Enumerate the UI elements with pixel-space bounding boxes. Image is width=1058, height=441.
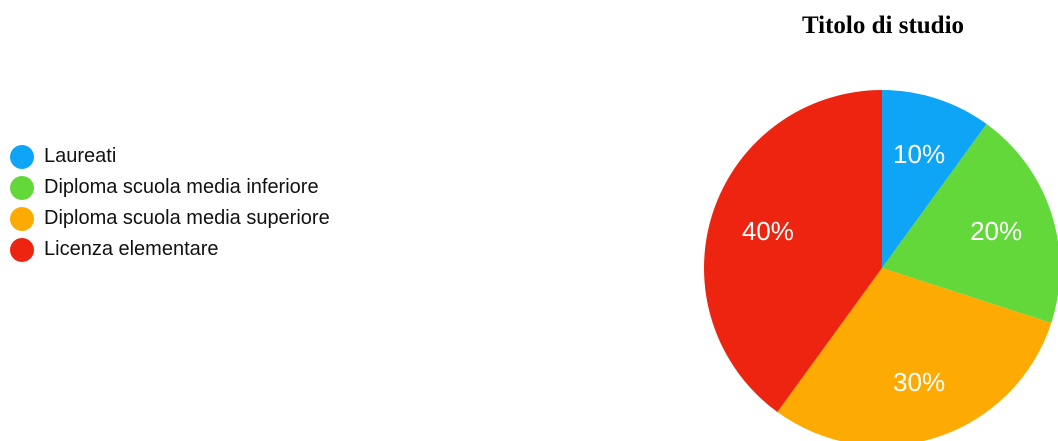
legend-swatch-laureati [10,144,34,169]
legend-label-licenza-elementare: Licenza elementare [44,238,219,260]
legend-swatch-diploma-inferiore [10,175,34,200]
legend-item-diploma-inferiore: Diploma scuola media inferiore [10,172,330,203]
chart-title: Titolo di studio [801,12,965,39]
legend: Laureati Diploma scuola media inferiore … [10,141,330,265]
pie-slice-licenza-elementare [704,90,882,413]
legend-label-laureati: Laureati [44,145,117,167]
pie-slice-diploma-superiore [777,268,1052,441]
legend-swatch-licenza-elementare [10,237,34,262]
slice-label-diploma-inferiore: 20% [970,216,1022,246]
pie-slice-diploma-inferiore [882,123,1058,324]
legend-label-diploma-superiore: Diploma scuola media superiore [44,207,330,229]
legend-item-laureati: Laureati [10,141,330,172]
slice-label-licenza-elementare: 40% [742,216,794,246]
legend-item-licenza-elementare: Licenza elementare [10,234,330,265]
legend-item-diploma-superiore: Diploma scuola media superiore [10,203,330,234]
slice-label-laureati: 10% [893,139,945,169]
legend-label-diploma-inferiore: Diploma scuola media inferiore [44,176,319,198]
pie-slice-laureati [882,90,987,268]
slice-label-diploma-superiore: 30% [893,367,945,397]
legend-swatch-diploma-superiore [10,206,34,231]
